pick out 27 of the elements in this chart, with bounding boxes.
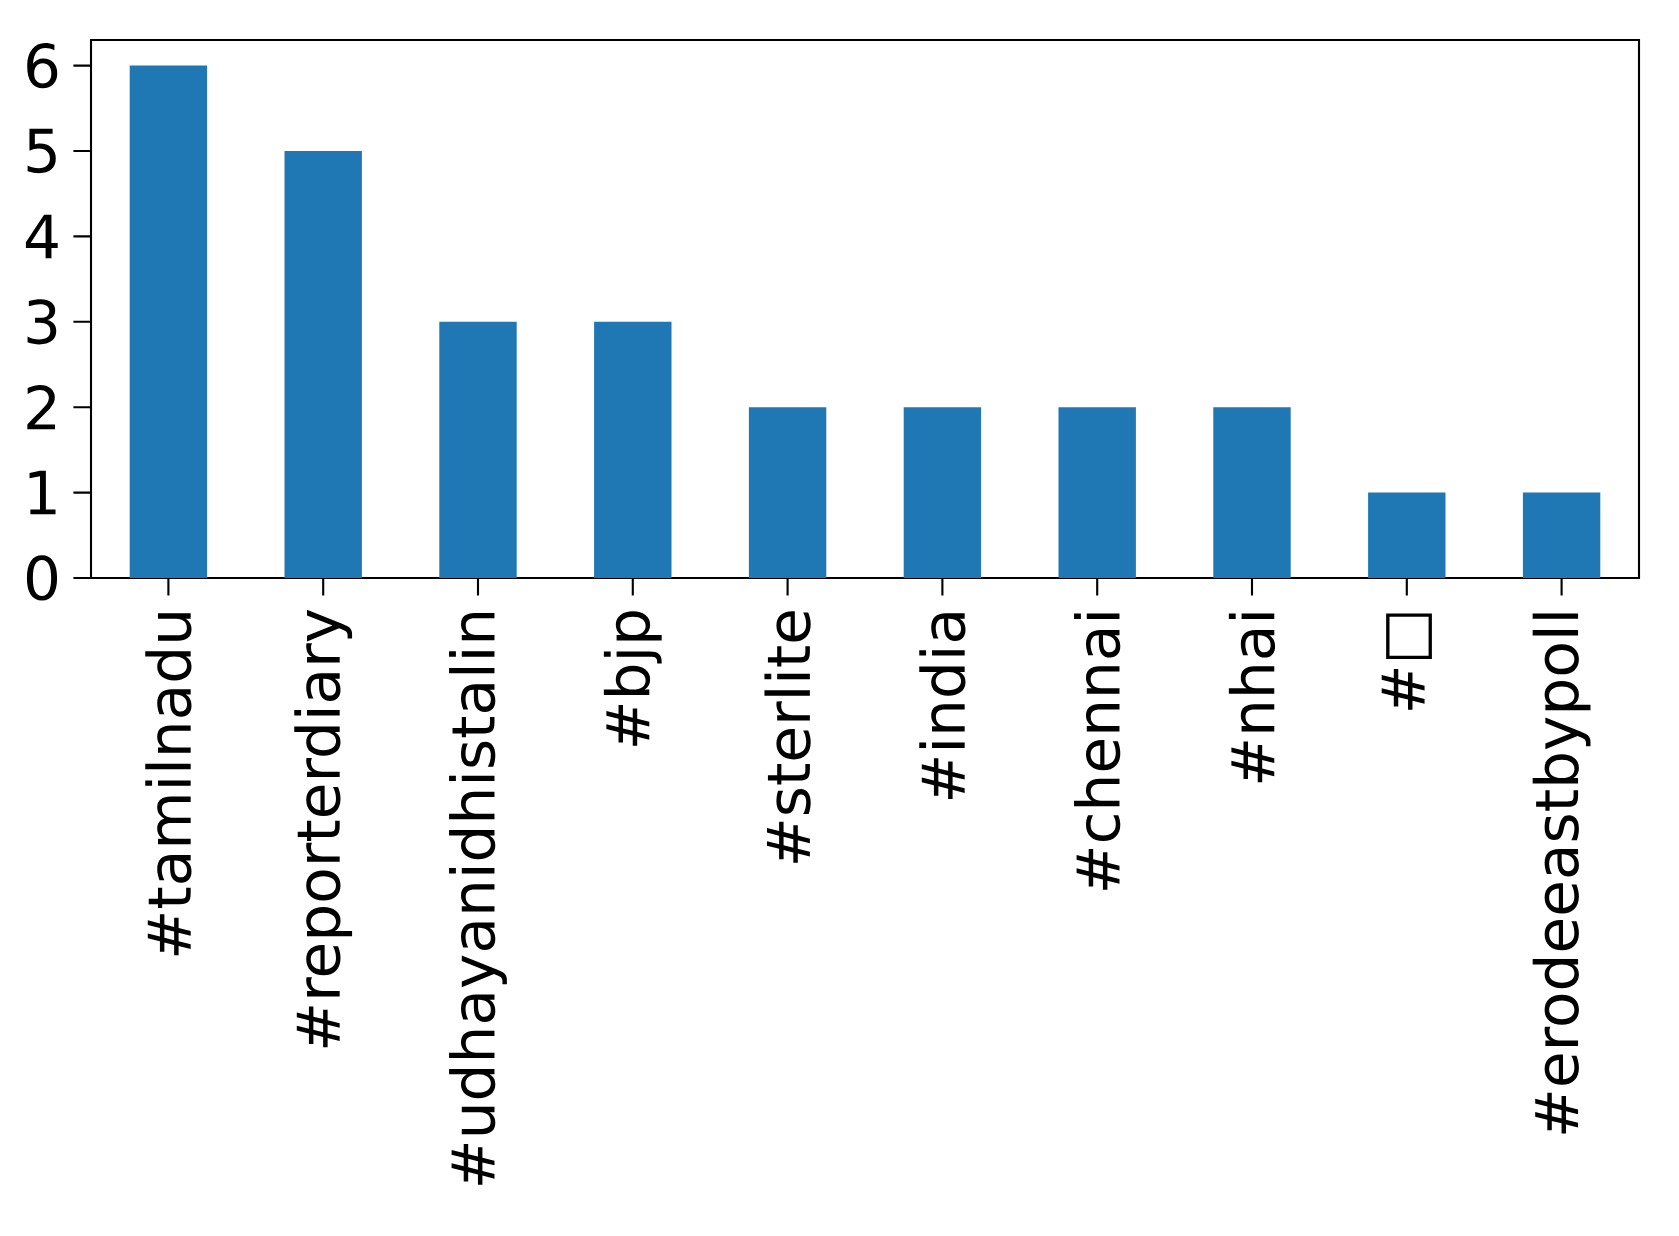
bar xyxy=(1058,407,1136,578)
x-tick-label: #sterlite xyxy=(764,611,811,863)
bar xyxy=(129,65,208,578)
x-tick-label: #erodeeastbypoll xyxy=(1532,613,1591,1134)
x-tick-label: #□ xyxy=(1381,613,1432,710)
x-tick-label: #bjp xyxy=(603,611,662,746)
y-tick-label: 3 xyxy=(27,299,57,345)
bar xyxy=(1213,407,1291,578)
x-tick-label: #tamilnadu xyxy=(145,613,192,956)
y-tick-label: 6 xyxy=(27,43,58,89)
bar xyxy=(1522,492,1601,578)
y-tick-label: 5 xyxy=(27,128,56,174)
bar xyxy=(439,321,517,578)
y-tick-label: 1 xyxy=(29,470,56,515)
bar xyxy=(1368,492,1446,578)
bar xyxy=(748,407,827,578)
x-tick-label: #india xyxy=(919,613,966,800)
y-tick-label: 0 xyxy=(26,555,58,601)
x-tick-label: #udhayanidhistalin xyxy=(449,612,507,1185)
x-tick-label: #reporterdiary xyxy=(294,609,353,1048)
y-tick-label: 2 xyxy=(27,385,56,430)
x-tick-label: #chennai xyxy=(1074,613,1121,890)
bar xyxy=(284,151,362,578)
y-tick-label: 4 xyxy=(25,214,58,259)
bar xyxy=(903,407,982,578)
bar xyxy=(594,321,672,578)
x-tick-label: #nhai xyxy=(1228,613,1276,783)
